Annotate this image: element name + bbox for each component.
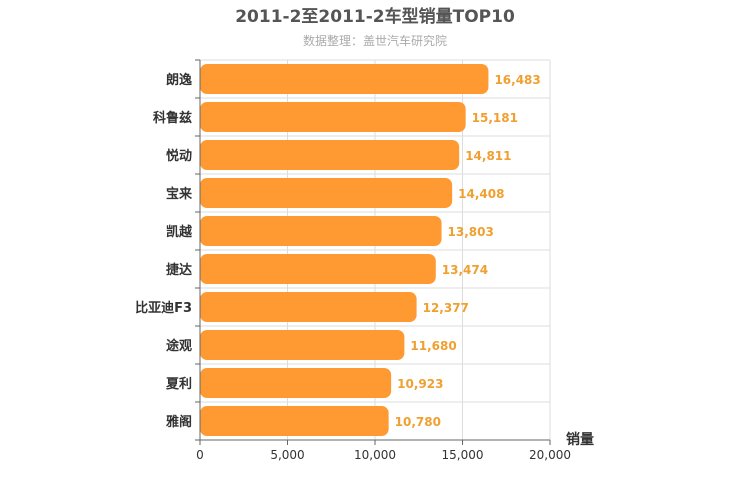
data-label: 11,680	[410, 339, 456, 353]
bar	[200, 102, 466, 132]
category-label: 夏利	[165, 376, 192, 392]
bar	[200, 140, 460, 170]
data-label: 13,474	[442, 263, 488, 277]
category-label: 捷达	[166, 262, 192, 278]
data-label: 15,181	[472, 111, 518, 125]
x-tick-label: 20,000	[529, 448, 571, 462]
data-label: 13,803	[448, 225, 494, 239]
bar	[200, 64, 489, 94]
data-label: 12,377	[423, 301, 469, 315]
x-axis-title: 销量	[566, 431, 594, 448]
category-label: 凯越	[166, 224, 193, 240]
bar	[200, 216, 442, 246]
bar	[200, 330, 405, 360]
bar	[200, 368, 392, 398]
bar	[200, 406, 389, 436]
x-tick-label: 0	[196, 448, 204, 462]
category-label: 朗逸	[166, 72, 192, 88]
x-tick-label: 5,000	[270, 448, 304, 462]
data-label: 14,811	[465, 149, 511, 163]
category-label: 比亚迪F3	[135, 300, 192, 316]
category-label: 途观	[166, 338, 192, 354]
category-label: 雅阁	[166, 414, 192, 430]
data-label: 14,408	[458, 187, 504, 201]
data-label: 16,483	[494, 73, 540, 87]
bar	[200, 254, 436, 284]
category-label: 悦动	[166, 148, 192, 164]
chart-subtitle: 数据整理：盖世汽车研究院	[303, 33, 447, 48]
category-label: 宝来	[166, 186, 193, 202]
bars: 16,483 15,181 14,811 14,408 13,803 13,474 12,3…	[200, 64, 541, 436]
x-tick-label: 15,000	[442, 448, 484, 462]
category-label: 科鲁兹	[153, 110, 192, 126]
chart-title: 2011-2至2011-2车型销量TOP10	[235, 6, 515, 27]
x-tick-label: 10,000	[354, 448, 396, 462]
data-label: 10,923	[397, 377, 443, 391]
bar	[200, 178, 453, 208]
data-label: 10,780	[395, 415, 441, 429]
bar	[200, 292, 417, 322]
